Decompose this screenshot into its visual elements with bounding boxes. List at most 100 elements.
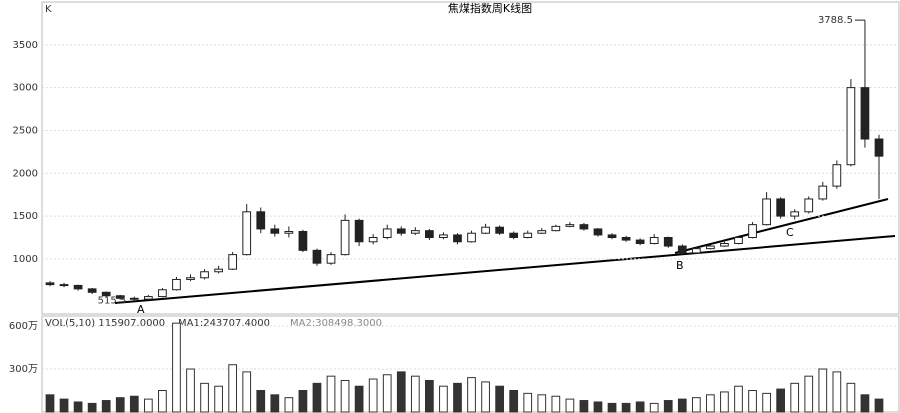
- candle-body: [186, 277, 195, 280]
- chart-title: 焦煤指数周K线图: [448, 1, 532, 15]
- volume-bar: [565, 398, 575, 413]
- candle-body: [87, 288, 97, 293]
- candle-body: [706, 245, 715, 250]
- candle-body: [509, 232, 519, 238]
- volume-bar: [101, 400, 111, 413]
- volume-bar: [691, 397, 701, 413]
- candle-body: [579, 224, 589, 230]
- candle-body: [467, 232, 476, 243]
- candle-body: [635, 239, 645, 244]
- annotation: A: [137, 303, 145, 316]
- candle-body: [368, 236, 378, 243]
- y-tick-label: 3000: [13, 83, 38, 94]
- volume-bar: [354, 385, 364, 413]
- candle-body: [663, 236, 673, 247]
- candle-body: [326, 254, 336, 264]
- volume-bar: [734, 385, 743, 413]
- volume-bar: [59, 398, 69, 413]
- price-frame: [41, 1, 900, 315]
- volume-legend: VOL(5,10) 115907.0000: [45, 318, 165, 329]
- candle-body: [537, 230, 547, 234]
- y-tick-label: 1500: [13, 211, 38, 222]
- candle-body: [143, 296, 153, 300]
- trend-line: [114, 235, 896, 304]
- candle-body: [340, 219, 350, 256]
- volume-bar: [45, 394, 55, 413]
- volume-bar: [635, 401, 645, 413]
- volume-bar: [326, 375, 336, 413]
- volume-bar: [509, 390, 519, 413]
- y-tick-label: 300万: [9, 364, 38, 375]
- volume-bar: [537, 394, 547, 413]
- volume-bar: [860, 394, 870, 413]
- volume-bar: [579, 400, 589, 413]
- candle-body: [312, 249, 322, 264]
- low-label: 515.5: [98, 295, 127, 306]
- volume-bar: [73, 401, 83, 413]
- volume-bar: [228, 364, 238, 413]
- volume-bar: [143, 398, 153, 413]
- peak-label: 3788.5: [818, 15, 853, 26]
- volume-bar: [115, 397, 125, 413]
- volume-bar: [298, 390, 308, 413]
- volume-bar: [87, 402, 97, 413]
- annotation: B: [676, 259, 684, 272]
- candle-body: [354, 219, 364, 243]
- candle-body: [129, 297, 139, 300]
- candle-body: [649, 236, 659, 244]
- candle-body: [691, 248, 701, 254]
- volume-bar: [846, 382, 856, 413]
- y-tick-label: 2000: [13, 168, 38, 179]
- axis-label: K: [45, 4, 52, 15]
- candle-body: [790, 211, 800, 217]
- volume-legend: MA1:243707.4000: [178, 318, 270, 329]
- candle-body: [158, 289, 167, 298]
- candle-body: [551, 225, 561, 232]
- volume-bar: [790, 382, 800, 413]
- candle-body: [425, 230, 434, 238]
- volume-bar: [439, 385, 448, 413]
- candle-body: [256, 211, 266, 230]
- candle-body: [720, 242, 729, 247]
- y-tick-label: 2500: [13, 125, 38, 136]
- volume-bar: [762, 392, 771, 413]
- candle-body: [396, 228, 406, 234]
- volume-bar: [410, 375, 420, 413]
- candle-body: [382, 228, 392, 238]
- volume-bar: [214, 385, 223, 413]
- y-tick-label: 1000: [13, 254, 38, 265]
- volume-bar: [172, 322, 181, 413]
- candle-body: [73, 284, 83, 290]
- candle-body: [846, 87, 856, 166]
- volume-bar: [495, 385, 504, 413]
- volume-bar: [706, 394, 715, 413]
- candle-body: [677, 245, 687, 254]
- candle-body: [101, 291, 111, 297]
- candle-body: [495, 226, 504, 234]
- candle-body: [270, 228, 280, 234]
- candle-body: [621, 236, 631, 241]
- candle-body: [874, 138, 884, 157]
- volume-bar: [481, 381, 490, 413]
- volume-bar: [677, 398, 687, 413]
- candle-body: [59, 284, 69, 287]
- candle-body: [748, 224, 757, 238]
- volume-bar: [551, 395, 561, 413]
- volume-bar: [200, 382, 209, 413]
- volume-bar: [396, 371, 406, 413]
- volume-bar: [270, 394, 280, 413]
- candle-body: [439, 234, 448, 238]
- volume-bar: [832, 371, 842, 413]
- candle-body: [410, 230, 420, 234]
- volume-bar: [720, 391, 729, 413]
- volume-bar: [607, 402, 617, 413]
- y-tick-label: 600万: [9, 321, 38, 332]
- candle-body: [832, 164, 842, 187]
- volume-bar: [368, 378, 378, 413]
- volume-bar: [523, 392, 533, 413]
- volume-bar: [874, 398, 884, 413]
- candle-body: [242, 211, 252, 256]
- annotation: C: [786, 226, 794, 239]
- volume-bar: [748, 390, 757, 413]
- candle-body: [593, 228, 603, 236]
